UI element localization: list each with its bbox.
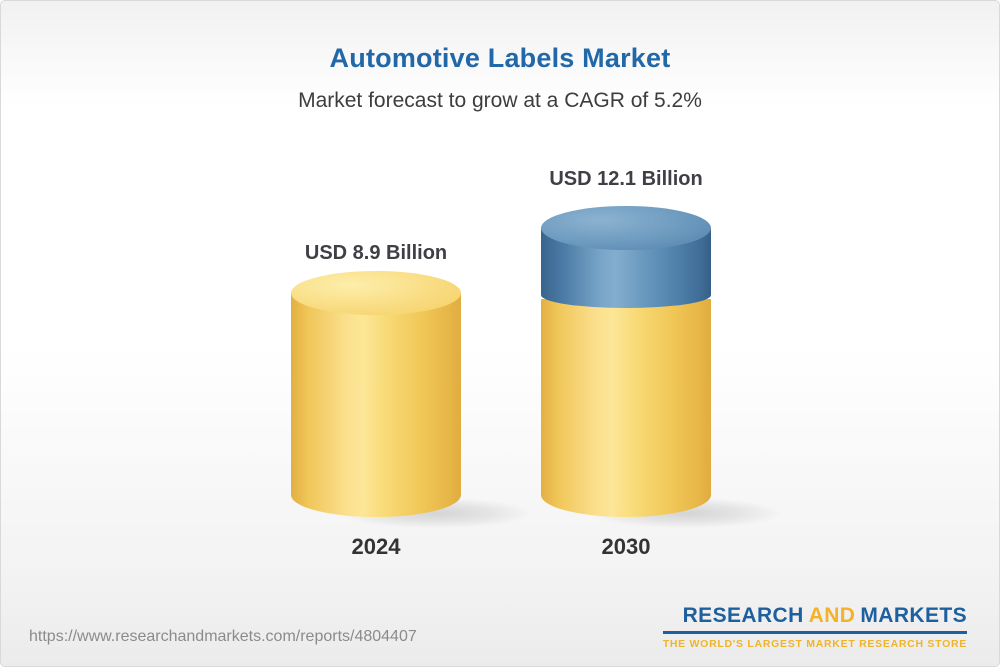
logo-tagline: THE WORLD'S LARGEST MARKET RESEARCH STOR…: [662, 638, 967, 650]
bar-2030-top-face: [541, 206, 711, 250]
bar-2024-top-face: [291, 271, 461, 315]
research-and-markets-logo: RESEARCH AND MARKETS THE WORLD'S LARGEST M…: [662, 604, 967, 650]
bar-2024-base-segment: [291, 293, 461, 517]
bar-2030-base-segment: [541, 299, 711, 517]
bar-2030-cylinder: [541, 206, 786, 529]
logo-divider-rule: [662, 631, 967, 634]
logo-word-markets: MARKETS: [860, 604, 967, 627]
value-label-2024: USD 8.9 Billion: [304, 242, 448, 264]
x-axis-label-2030: 2030: [601, 534, 651, 559]
value-label-2030: USD 12.1 Billion: [549, 168, 703, 190]
report-url-link[interactable]: https://www.researchandmarkets.com/repor…: [29, 628, 417, 645]
x-axis-label-2024: 2024: [351, 534, 401, 559]
chart-subtitle: Market forecast to grow at a CAGR of 5.2…: [298, 89, 702, 112]
logo-wordmark: RESEARCH AND MARKETS: [663, 604, 967, 628]
chart-title: Automotive Labels Market: [329, 43, 671, 73]
bar-2024-cylinder: [291, 271, 536, 529]
logo-word-research: RESEARCH: [682, 604, 804, 627]
logo-word-and: AND: [808, 604, 856, 627]
